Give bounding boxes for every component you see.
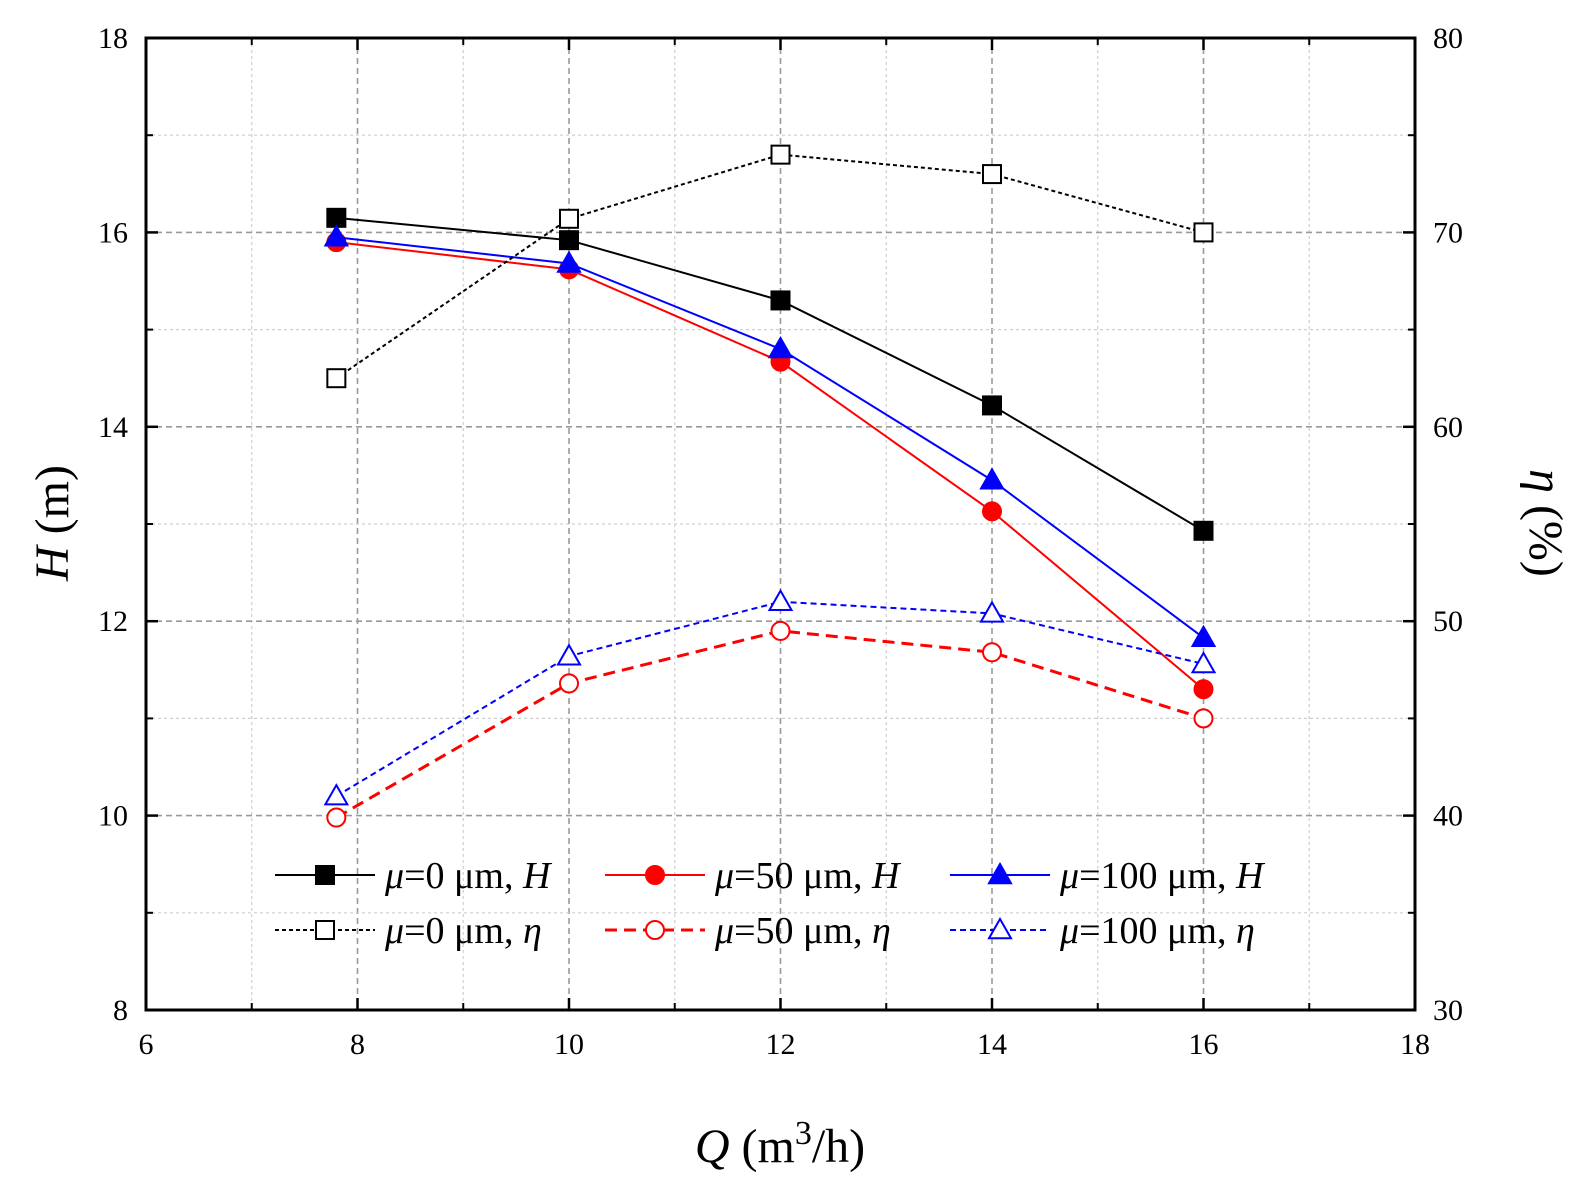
legend-item: μ=100 μm, H bbox=[950, 855, 1266, 897]
data-point bbox=[559, 230, 579, 251]
legend-swatch-marker bbox=[315, 865, 335, 885]
data-point bbox=[556, 643, 582, 666]
legend-label: μ=0 μm, H bbox=[384, 855, 553, 897]
legend-swatch-marker bbox=[987, 861, 1013, 885]
data-point bbox=[770, 144, 791, 165]
data-point bbox=[323, 783, 350, 806]
legend-label: μ=0 μm, η bbox=[384, 910, 542, 952]
y-right-tick-label: 60 bbox=[1433, 411, 1463, 444]
legend-swatch-marker bbox=[987, 916, 1013, 940]
data-point bbox=[323, 224, 350, 247]
series-4 bbox=[326, 144, 1214, 389]
data-point bbox=[979, 600, 1005, 623]
legend-swatch-marker bbox=[645, 865, 665, 885]
data-point bbox=[326, 368, 347, 389]
data-point bbox=[559, 208, 579, 229]
legend-label: μ=100 μm, η bbox=[1059, 910, 1255, 952]
x-tick-label: 6 bbox=[139, 1028, 154, 1061]
series-line bbox=[336, 216, 1205, 532]
data-point bbox=[1193, 708, 1214, 729]
x-tick-label: 12 bbox=[766, 1028, 796, 1061]
y-right-tick-label: 30 bbox=[1433, 994, 1463, 1027]
y-right-tick-label: 50 bbox=[1433, 605, 1463, 638]
series-line bbox=[335, 629, 1204, 819]
data-point bbox=[767, 588, 794, 612]
data-point bbox=[767, 336, 794, 359]
data-point bbox=[979, 467, 1005, 490]
data-point bbox=[770, 620, 791, 641]
x-tick-label: 18 bbox=[1400, 1028, 1430, 1061]
series-line bbox=[336, 241, 1205, 691]
data-point bbox=[556, 250, 582, 273]
data-point bbox=[1190, 650, 1217, 674]
y-left-tick-label: 16 bbox=[98, 216, 128, 249]
y-left-tick-label: 10 bbox=[98, 800, 128, 833]
y-right-tick-label: 70 bbox=[1433, 216, 1463, 249]
legend-swatch-marker bbox=[315, 920, 335, 940]
data-point bbox=[326, 207, 347, 228]
legend-item: μ=50 μm, H bbox=[605, 855, 902, 897]
y-left-tick-label: 12 bbox=[98, 605, 128, 638]
y-left-tick-label: 8 bbox=[113, 994, 128, 1027]
data-point bbox=[559, 673, 579, 694]
y-left-tick-label: 14 bbox=[98, 411, 128, 444]
data-point bbox=[982, 501, 1002, 522]
x-tick-label: 10 bbox=[554, 1028, 584, 1061]
x-axis-title: Q (m3/h) bbox=[695, 1115, 865, 1173]
legend-label: μ=50 μm, η bbox=[714, 910, 891, 952]
series-6 bbox=[323, 588, 1217, 806]
data-point bbox=[982, 164, 1002, 185]
series-1 bbox=[326, 207, 1214, 541]
legend-item: μ=50 μm, η bbox=[605, 910, 891, 952]
data-point bbox=[1193, 222, 1214, 243]
data-point bbox=[326, 807, 347, 828]
data-point bbox=[982, 642, 1002, 663]
series-line bbox=[335, 600, 1204, 798]
y-left-tick-label: 18 bbox=[98, 22, 128, 55]
legend: μ=0 μm, H μ=50 μm, H μ=100 μm, H μ=0 μm, η μ… bbox=[275, 855, 1266, 952]
y-right-tick-label: 80 bbox=[1433, 22, 1463, 55]
series-3 bbox=[323, 224, 1217, 647]
legend-item: μ=0 μm, η bbox=[275, 910, 542, 952]
y-right-axis-title: η (%) bbox=[1519, 469, 1570, 577]
legend-item: μ=100 μm, η bbox=[950, 910, 1255, 952]
legend-item: μ=0 μm, H bbox=[275, 855, 553, 897]
x-tick-label: 16 bbox=[1189, 1028, 1219, 1061]
x-tick-label: 8 bbox=[350, 1028, 365, 1061]
series-5 bbox=[326, 620, 1214, 828]
data-point bbox=[1193, 520, 1214, 541]
x-tick-label: 14 bbox=[977, 1028, 1007, 1061]
legend-label: μ=50 μm, H bbox=[714, 855, 902, 897]
y-right-tick-label: 40 bbox=[1433, 800, 1463, 833]
data-point bbox=[770, 290, 791, 311]
data-point bbox=[1190, 624, 1217, 647]
data-point bbox=[1193, 679, 1214, 700]
legend-swatch-marker bbox=[645, 920, 665, 940]
series-2 bbox=[326, 232, 1214, 700]
data-point bbox=[982, 395, 1002, 416]
legend-label: μ=100 μm, H bbox=[1059, 855, 1266, 897]
y-left-axis-title: H (m) bbox=[26, 465, 79, 582]
series-layer bbox=[323, 144, 1217, 828]
